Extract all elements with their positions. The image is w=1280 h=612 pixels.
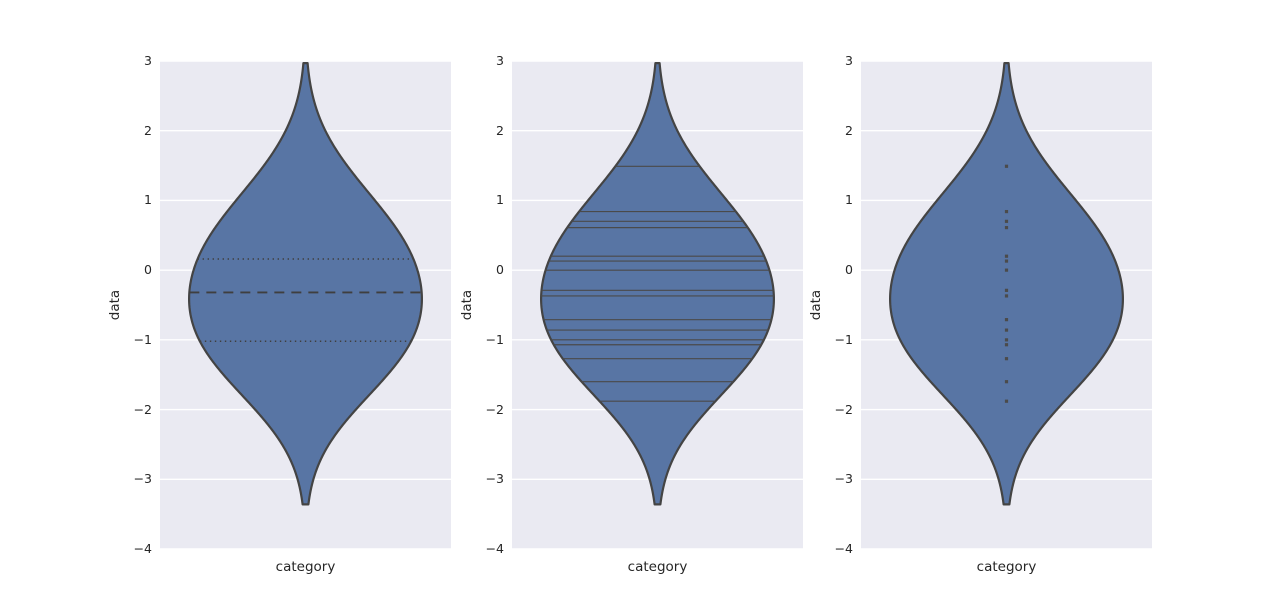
y-tick-label: −4 <box>834 541 853 556</box>
y-tick-label: −3 <box>834 471 853 487</box>
violin-chart-quartile <box>160 61 451 549</box>
y-tick-label: 2 <box>845 122 853 138</box>
violin-panel-quartile: data category 3 2 1 0 −1 −2 −3 −4 <box>107 53 451 575</box>
observation-point <box>1004 357 1009 361</box>
observation-point <box>1004 338 1009 342</box>
y-tick-label: 0 <box>845 262 853 278</box>
y-tick-label: 3 <box>845 53 853 68</box>
observation-point <box>1004 343 1009 347</box>
observation-point <box>1004 226 1009 230</box>
x-axis-label: category <box>275 559 336 575</box>
violin-panel-point: data category 3 2 1 0 −1 −2 −3 −4 <box>808 53 1152 575</box>
y-tick-label: −1 <box>485 331 504 347</box>
y-axis-label: data <box>107 289 123 321</box>
y-tick-label: 2 <box>144 122 152 138</box>
y-tick-label: 2 <box>496 122 504 138</box>
observation-point <box>1004 328 1009 332</box>
x-axis-label: category <box>976 559 1037 575</box>
y-axis-label: data <box>459 289 475 321</box>
observation-point <box>1004 219 1009 223</box>
y-tick-label: −4 <box>485 541 504 556</box>
y-tick-label: −1 <box>834 331 853 347</box>
observation-point <box>1004 399 1009 403</box>
x-axis-label: category <box>627 559 688 575</box>
observation-point <box>1004 268 1009 272</box>
y-tick-label: −3 <box>485 471 504 487</box>
y-tick-label: 1 <box>845 192 853 208</box>
observation-point <box>1004 294 1009 298</box>
violin-chart-point <box>861 61 1152 549</box>
violin-panel-stick: data category 3 2 1 0 −1 −2 −3 −4 <box>459 53 803 575</box>
observation-point <box>1004 288 1009 292</box>
observation-point <box>1004 164 1009 168</box>
violin-body <box>889 61 1124 506</box>
violin-body <box>540 61 775 506</box>
observation-point <box>1004 254 1009 258</box>
observation-point <box>1004 209 1009 214</box>
y-tick-label: 0 <box>496 262 504 278</box>
observation-point <box>1004 259 1009 263</box>
y-axis-label: data <box>808 289 824 321</box>
y-tick-label: −1 <box>133 331 152 347</box>
y-tick-label: 1 <box>496 192 504 208</box>
y-tick-label: −2 <box>834 401 853 417</box>
y-tick-label: 1 <box>144 192 152 208</box>
y-tick-label: −3 <box>133 471 152 487</box>
observation-point <box>1004 318 1009 322</box>
y-tick-label: 0 <box>144 262 152 278</box>
y-tick-label: −2 <box>133 401 152 417</box>
y-tick-label: −4 <box>133 541 152 556</box>
violin-chart-stick <box>512 61 803 549</box>
violin-body <box>188 61 423 506</box>
y-tick-label: −2 <box>485 401 504 417</box>
y-tick-label: 3 <box>144 53 152 68</box>
observation-point <box>1004 380 1009 384</box>
y-tick-label: 3 <box>496 53 504 68</box>
